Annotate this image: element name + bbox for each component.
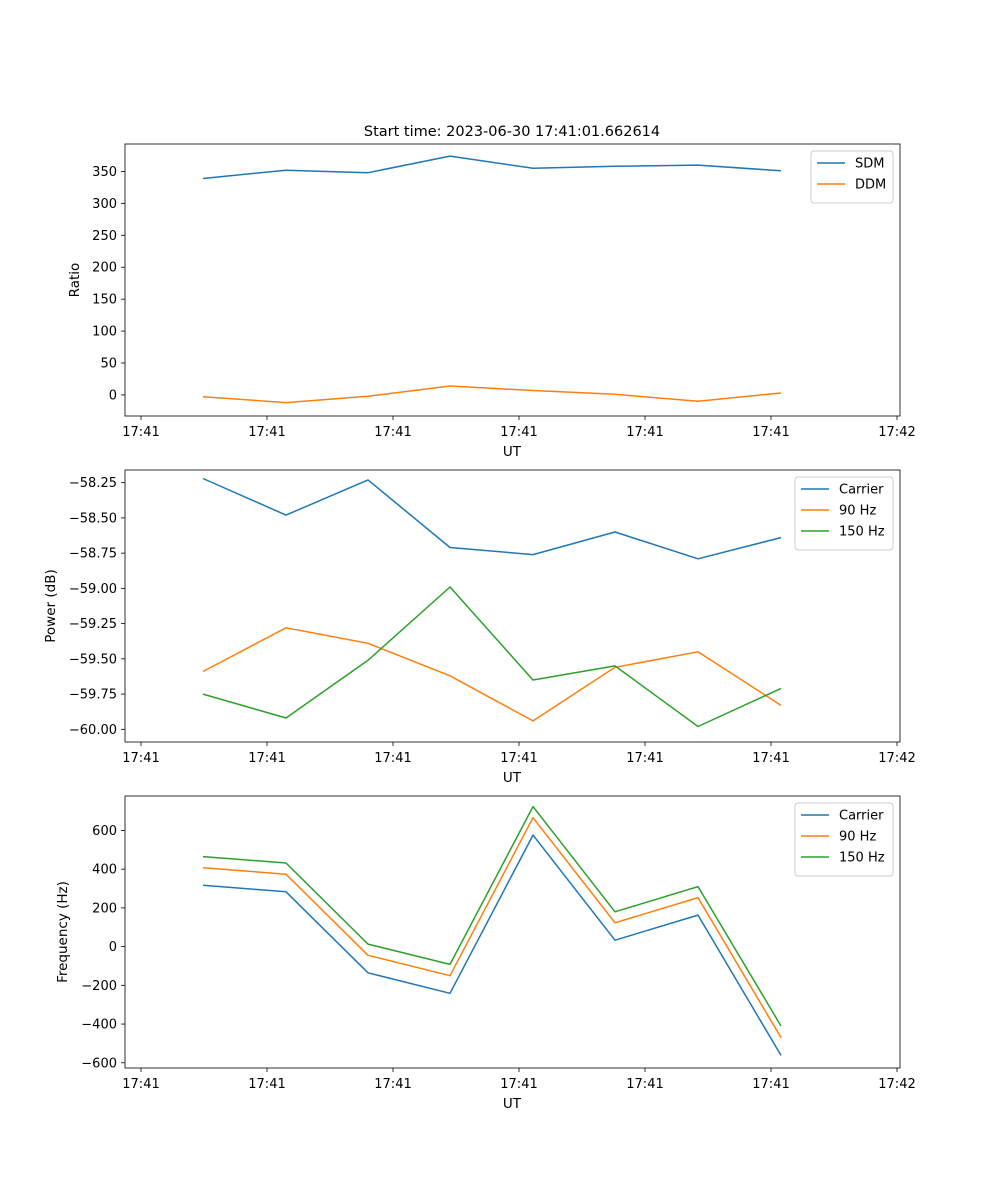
- y-tick-label: 0: [109, 388, 117, 403]
- axes-frame: [124, 143, 901, 417]
- y-tick-label: 50: [100, 357, 117, 372]
- x-tick-label: 17:41: [500, 1077, 537, 1092]
- legend-label: SDM: [855, 157, 884, 172]
- y-tick-label: −59.50: [69, 652, 117, 667]
- chart-panel-3: 17:41 17:41 17:41 17:41 17:41 17:41 17:42 −600 −…: [55, 795, 916, 1112]
- y-axis-label: Frequency (Hz): [55, 881, 71, 983]
- y-axis-label: Ratio: [67, 263, 83, 298]
- x-tick-label: 17:41: [500, 751, 537, 766]
- y-tick-label: 300: [92, 197, 117, 212]
- y-tick-label: 600: [92, 824, 117, 839]
- series-line-ddm: [202, 385, 782, 404]
- y-tick-label: −58.25: [69, 476, 117, 491]
- x-tick-label: 17:41: [752, 425, 789, 440]
- x-tick-label: 17:41: [122, 751, 159, 766]
- y-tick-label: −60.00: [69, 723, 117, 738]
- x-axis-label: UT: [503, 770, 522, 786]
- x-tick-label: 17:41: [752, 751, 789, 766]
- y-tick-label: 250: [92, 229, 117, 244]
- series-line-150-hz: [202, 586, 782, 728]
- legend: Carrier 90 Hz 150 Hz: [794, 802, 894, 877]
- series-line-150-hz: [202, 805, 782, 1027]
- x-tick-label: 17:41: [248, 751, 285, 766]
- y-tick-label: 150: [92, 293, 117, 308]
- y-tick-label: −600: [81, 1056, 117, 1071]
- y-tick-label: −59.00: [69, 582, 117, 597]
- series-line-90-hz: [202, 816, 782, 1038]
- x-tick-label: 17:41: [122, 1077, 159, 1092]
- legend-label: 90 Hz: [839, 504, 876, 519]
- y-tick-label: −200: [81, 979, 117, 994]
- x-tick-label: 17:41: [374, 425, 411, 440]
- x-tick-label: 17:41: [122, 425, 159, 440]
- legend: Carrier 90 Hz 150 Hz: [794, 476, 894, 551]
- series-line-90-hz: [202, 627, 782, 722]
- y-tick-label: −58.75: [69, 547, 117, 562]
- y-tick-label: 0: [109, 940, 117, 955]
- x-tick-label: 17:41: [626, 425, 663, 440]
- x-tick-label: 17:41: [626, 751, 663, 766]
- y-tick-label: −59.75: [69, 688, 117, 703]
- y-tick-label: −58.50: [69, 511, 117, 526]
- x-tick-label: 17:42: [878, 751, 915, 766]
- legend: SDM DDM: [810, 150, 894, 204]
- chart-title: Start time: 2023-06-30 17:41:01.662614: [364, 124, 660, 140]
- y-tick-label: 400: [92, 863, 117, 878]
- y-tick-label: 100: [92, 325, 117, 340]
- series-line-sdm: [202, 155, 782, 180]
- y-tick-label: 200: [92, 901, 117, 916]
- y-tick-label: 350: [92, 165, 117, 180]
- axes-frame: [124, 795, 901, 1069]
- y-tick-label: −59.25: [69, 617, 117, 632]
- chart-panel-2: 17:41 17:41 17:41 17:41 17:41 17:41 17:42 −60.0…: [43, 469, 916, 786]
- y-tick-label: 200: [92, 261, 117, 276]
- chart-panel-1: 17:41 17:41 17:41 17:41 17:41 17:41 17:42 0 50 10…: [67, 143, 916, 460]
- x-tick-label: 17:41: [374, 751, 411, 766]
- y-axis-label: Power (dB): [43, 569, 59, 642]
- x-tick-label: 17:42: [878, 425, 915, 440]
- x-axis-label: UT: [503, 444, 522, 460]
- x-tick-label: 17:41: [248, 1077, 285, 1092]
- x-tick-label: 17:41: [626, 1077, 663, 1092]
- series-line-carrier: [202, 477, 782, 560]
- series-line-carrier: [202, 834, 782, 1056]
- legend-label: DDM: [855, 178, 886, 193]
- x-tick-label: 17:41: [500, 425, 537, 440]
- legend-label: 150 Hz: [839, 525, 885, 540]
- axes-frame: [124, 469, 901, 743]
- x-tick-label: 17:41: [752, 1077, 789, 1092]
- legend-box: [810, 150, 894, 204]
- x-tick-label: 17:41: [374, 1077, 411, 1092]
- legend-label: 90 Hz: [839, 830, 876, 845]
- x-tick-label: 17:41: [248, 425, 285, 440]
- y-tick-label: −400: [81, 1018, 117, 1033]
- x-axis-label: UT: [503, 1096, 522, 1112]
- legend-label: Carrier: [839, 809, 884, 824]
- legend-label: Carrier: [839, 483, 884, 498]
- legend-label: 150 Hz: [839, 851, 885, 866]
- x-tick-label: 17:42: [878, 1077, 915, 1092]
